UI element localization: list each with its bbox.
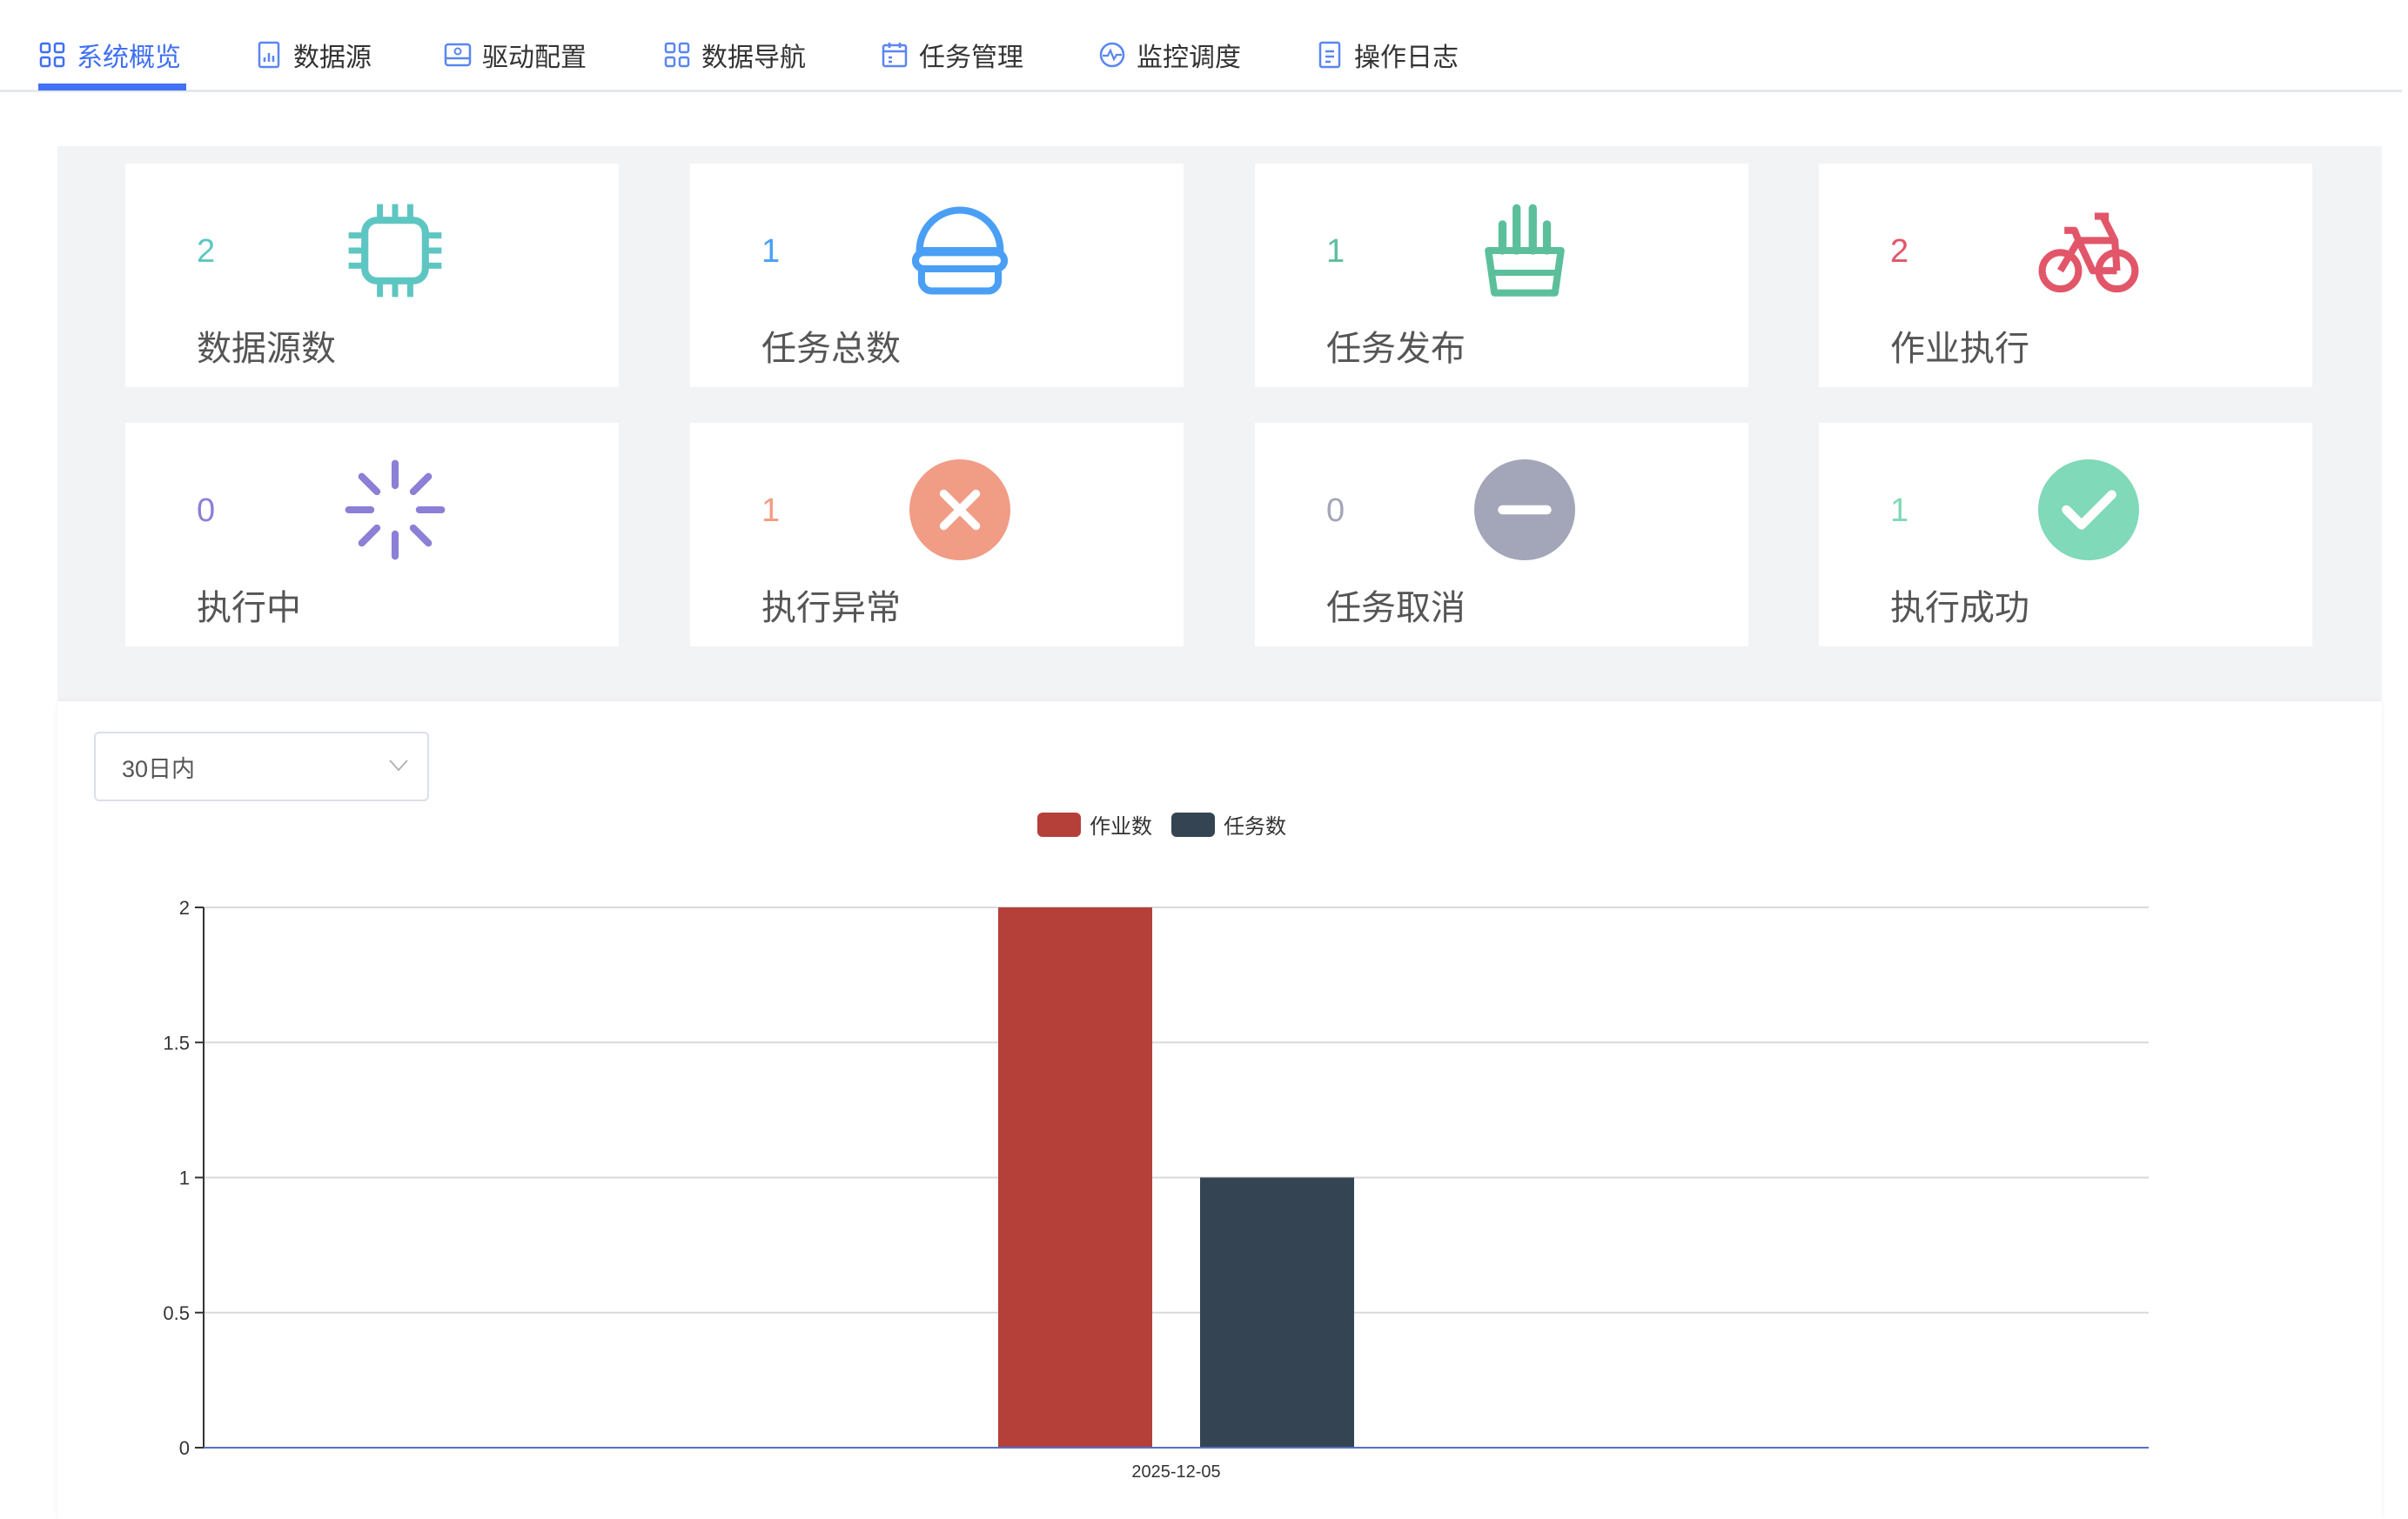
stat-label: 任务发布 — [1326, 330, 1466, 368]
y-tick-label: 1 — [179, 1168, 190, 1189]
legend-swatch-tasks[interactable] — [1171, 812, 1215, 837]
grid-icon — [664, 42, 690, 68]
tab-6[interactable]: 监控调度 — [1098, 33, 1241, 77]
tab-label: 系统概览 — [77, 43, 181, 72]
stat-card: 1 执行成功 — [1819, 423, 2312, 646]
calendar-icon — [882, 43, 908, 68]
stat-value: 1 — [1326, 233, 1345, 270]
cpu-icon — [348, 204, 442, 298]
error-icon — [909, 459, 1010, 560]
legend-label-jobs[interactable]: 作业数 — [1090, 815, 1152, 839]
tab-7[interactable]: 操作日志 — [1316, 33, 1459, 77]
active-tab-indicator — [38, 84, 186, 90]
time-range-value: 30日内 — [122, 755, 196, 782]
stat-card: 1 任务总数 — [690, 164, 1184, 387]
stat-label: 任务取消 — [1326, 589, 1466, 627]
stat-card: 2 数据源数 — [125, 164, 619, 387]
burger-icon — [911, 206, 1009, 295]
bicycle-icon — [2038, 212, 2139, 293]
success-icon — [2038, 459, 2139, 560]
stat-card: 1 执行异常 — [690, 423, 1184, 646]
stat-card: 1 任务发布 — [1255, 164, 1748, 387]
stat-value: 1 — [1890, 492, 1909, 529]
bar-jobs — [998, 907, 1152, 1448]
tab-label: 数据导航 — [701, 43, 806, 72]
x-tick-label: 2025-12-05 — [1131, 1462, 1220, 1482]
legend-swatch-jobs[interactable] — [1037, 812, 1081, 837]
tab-label: 任务管理 — [919, 43, 1023, 72]
stat-value: 2 — [1890, 233, 1909, 270]
drive-icon — [444, 43, 472, 67]
tab-label: 数据源 — [293, 43, 372, 72]
loading-icon — [345, 459, 446, 560]
document-icon — [1318, 41, 1341, 69]
tab-bar: 系统概览 数据源 驱动配置 数据导航 任务管理 监控调度 操作日志 — [0, 0, 2402, 92]
stat-value: 1 — [761, 492, 781, 529]
y-tick-label: 2 — [179, 897, 190, 919]
stat-label: 执行异常 — [761, 589, 901, 627]
time-range-select[interactable]: 30日内 — [94, 732, 429, 801]
tab-label: 驱动配置 — [482, 43, 587, 72]
stat-value: 2 — [197, 233, 216, 270]
stat-card: 0 执行中 — [125, 423, 619, 646]
stat-label: 执行中 — [197, 589, 301, 627]
tab-3[interactable]: 驱动配置 — [444, 33, 587, 77]
stat-label: 任务总数 — [761, 330, 901, 368]
fries-icon — [1485, 204, 1565, 297]
stat-label: 作业执行 — [1890, 330, 2029, 368]
tab-2[interactable]: 数据源 — [255, 33, 372, 77]
chevron-down-icon — [389, 760, 408, 772]
tab-label: 监控调度 — [1137, 43, 1241, 72]
legend-label-tasks[interactable]: 任务数 — [1224, 815, 1286, 839]
tab-4[interactable]: 数据导航 — [663, 33, 806, 77]
stat-value: 0 — [1326, 492, 1345, 529]
monitor-icon — [1099, 42, 1125, 68]
bar-tasks — [1200, 1177, 1354, 1448]
tab-label: 操作日志 — [1354, 43, 1459, 72]
stat-card: 2 作业执行 — [1819, 164, 2312, 387]
tab-5[interactable]: 任务管理 — [881, 33, 1023, 77]
stat-value: 0 — [197, 492, 216, 529]
grid-icon — [39, 42, 65, 68]
report-icon — [258, 41, 280, 69]
y-tick-label: 1.5 — [163, 1032, 190, 1054]
stat-value: 1 — [761, 233, 781, 270]
remove-icon — [1474, 459, 1575, 560]
stat-card: 0 任务取消 — [1255, 423, 1748, 646]
chart-legend: 作业数 任务数 — [1037, 809, 1286, 840]
stat-label: 执行成功 — [1890, 589, 2029, 627]
y-tick-label: 0.5 — [163, 1302, 190, 1324]
tab-1[interactable]: 系统概览 — [38, 33, 181, 77]
stat-label: 数据源数 — [197, 330, 336, 368]
y-tick-label: 0 — [179, 1437, 190, 1459]
